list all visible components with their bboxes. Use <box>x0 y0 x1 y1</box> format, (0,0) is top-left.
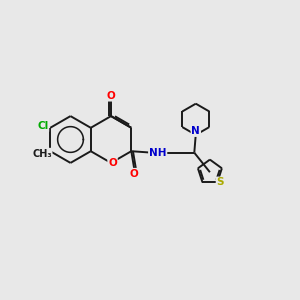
Text: O: O <box>107 91 116 101</box>
Text: S: S <box>217 177 224 188</box>
Text: O: O <box>108 158 117 168</box>
Text: CH₃: CH₃ <box>32 148 52 159</box>
Text: N: N <box>191 126 200 136</box>
Text: Cl: Cl <box>37 121 48 131</box>
Text: O: O <box>130 169 139 179</box>
Text: NH: NH <box>149 148 167 158</box>
